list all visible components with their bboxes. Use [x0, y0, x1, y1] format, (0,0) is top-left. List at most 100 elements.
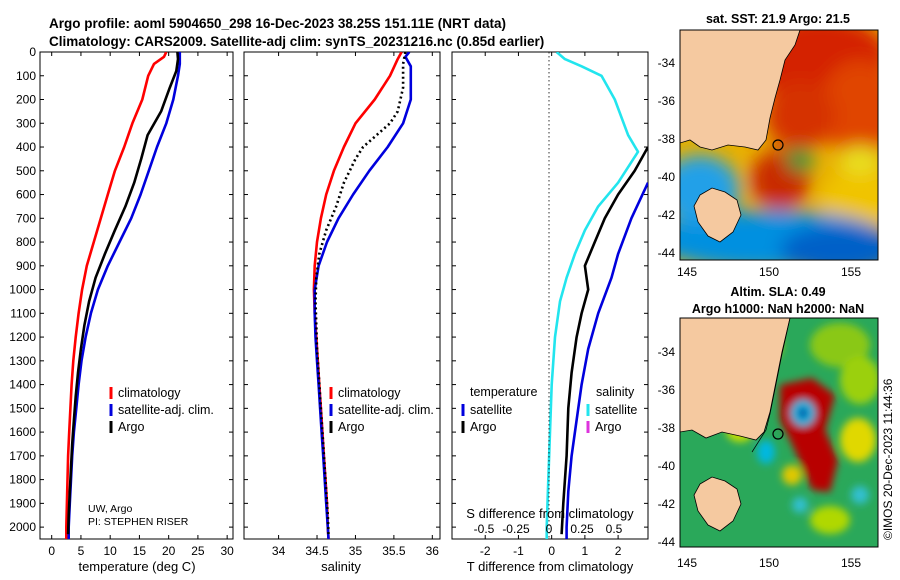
map1-y-tick: -34	[658, 56, 676, 70]
x-axis-label-difference: T difference from climatology	[467, 559, 634, 574]
secondary-tick: -0.25	[502, 522, 530, 536]
figure-title-line2: Climatology: CARS2009. Satellite-adj cli…	[49, 34, 544, 49]
map1-x-tick: 145	[677, 265, 697, 279]
y-tick-label: 800	[16, 235, 36, 249]
x-tick-label: 5	[78, 544, 85, 558]
x-tick-label: 34	[272, 544, 286, 558]
x-tick-label: 0	[548, 544, 555, 558]
y-tick-label: 0	[29, 45, 36, 59]
series-line-t-satellite	[565, 182, 648, 539]
map2-y-tick: -34	[658, 345, 676, 359]
map1-y-tick: -36	[658, 94, 676, 108]
map1-x-ticks: 145 150 155	[677, 265, 861, 279]
series-line-argo	[314, 52, 407, 535]
x-tick-label: 0	[48, 544, 55, 558]
y-tick-label: 900	[16, 259, 36, 273]
x-tick-label: 2	[615, 544, 622, 558]
y-tick-label: 1800	[9, 473, 36, 487]
map2-y-tick: -36	[658, 383, 676, 397]
x-tick-label: 25	[191, 544, 205, 558]
panel-difference-frame	[451, 51, 649, 540]
y-tick-label: 1500	[9, 401, 36, 415]
legend-difference: temperature satellite Argo salinity sate…	[461, 385, 637, 434]
series-line-s-satellite	[545, 52, 640, 539]
x-tick-label: 30	[220, 544, 234, 558]
map1-x-tick: 155	[841, 265, 861, 279]
y-tick-label: 1300	[9, 354, 36, 368]
y-tick-label: 200	[16, 93, 36, 107]
series-line-t-argo	[560, 146, 648, 535]
map1-y-tick: -42	[658, 208, 676, 222]
x-tick-label: 1	[582, 544, 589, 558]
legend-salinity: climatology satellite-adj. clim. Argo	[329, 386, 434, 434]
map1-y-tick: -38	[658, 132, 676, 146]
y-tick-label: 1100	[10, 306, 36, 320]
y-tick-label: 700	[16, 211, 36, 225]
x-axis-label-temperature: temperature (deg C)	[78, 559, 195, 574]
x-tick-label: 10	[104, 544, 118, 558]
series-layer	[65, 52, 648, 539]
map1-y-tick: -44	[658, 246, 676, 260]
map2-sla-field	[680, 318, 878, 547]
legend-label-s-satellite: satellite	[595, 403, 637, 417]
legend-label-climatology: climatology	[118, 386, 181, 400]
y-tick-label: 1600	[9, 425, 36, 439]
legend-label-s-argo: Argo	[595, 420, 621, 434]
secondary-tick: 0	[546, 522, 553, 536]
map1-x-tick: 150	[759, 265, 779, 279]
x-tick-label: 35	[349, 544, 363, 558]
timestamp: ©IMOS 20-Dec-2023 11:44:36	[881, 378, 895, 540]
panel-temperature-frame	[39, 51, 234, 540]
x-tick-label: -2	[480, 544, 491, 558]
map2-x-tick: 145	[677, 556, 697, 570]
series-line-satellite-adj-clim-	[67, 52, 182, 539]
series-line-climatology	[65, 52, 168, 539]
legend-label-satellite: satellite-adj. clim.	[338, 403, 434, 417]
secondary-tick: 0.5	[606, 522, 623, 536]
map2-frame	[679, 317, 879, 548]
x-tick-label: 15	[133, 544, 147, 558]
map2-x-ticks: 145 150 155	[677, 556, 861, 570]
axes-layer: 0 5 10 15 20 25 300100200300400500600700800900…	[9, 45, 648, 558]
map2-y-tick: -38	[658, 421, 676, 435]
secondary-tick: -0.5	[474, 522, 495, 536]
y-tick-label: 1700	[9, 449, 36, 463]
legend-label-t-satellite: satellite	[470, 403, 512, 417]
y-tick-label: 1900	[9, 496, 36, 510]
map2-title-line1: Altim. SLA: 0.49	[730, 285, 825, 299]
figure-title-line1: Argo profile: aoml 5904650_298 16-Dec-20…	[49, 16, 506, 31]
secondary-tick: 0.25	[570, 522, 594, 536]
map2-y-tick: -44	[658, 535, 676, 549]
y-tick-label: 1200	[9, 330, 36, 344]
panel-salinity-frame	[243, 51, 441, 540]
y-tick-label: 100	[16, 69, 36, 83]
legend-label-t-argo: Argo	[470, 420, 496, 434]
map1-frame	[679, 29, 879, 261]
x-tick-label: 34.5	[305, 544, 329, 558]
y-tick-label: 400	[16, 140, 36, 154]
y-tick-label: 300	[16, 116, 36, 130]
y-tick-label: 500	[16, 164, 36, 178]
map2-y-ticks: -34 -36 -38 -40 -42 -44	[658, 345, 676, 549]
map2-x-tick: 155	[841, 556, 861, 570]
legend-label-climatology: climatology	[338, 386, 401, 400]
y-tick-label: 1400	[9, 378, 36, 392]
x-tick-label: 36	[426, 544, 440, 558]
y-tick-label: 600	[16, 188, 36, 202]
legend-label-argo: Argo	[118, 420, 144, 434]
map1-y-ticks: -34 -36 -38 -40 -42 -44	[658, 56, 676, 260]
map2-y-tick: -40	[658, 459, 676, 473]
legend-title-temperature: temperature	[470, 385, 537, 399]
legend-label-satellite: satellite-adj. clim.	[118, 403, 214, 417]
map1-sst-field	[680, 30, 878, 260]
map1-title: sat. SST: 21.9 Argo: 21.5	[706, 12, 850, 26]
x-axis-label-salinity: salinity	[321, 559, 361, 574]
series-line-argo	[66, 52, 180, 535]
y-tick-label: 2000	[9, 520, 36, 534]
legend-temperature: climatology satellite-adj. clim. Argo	[109, 386, 214, 434]
series-line-satellite-adj-clim-	[313, 52, 413, 539]
map2-y-tick: -42	[658, 497, 676, 511]
secondary-axis-label: S difference from climatology	[466, 506, 634, 521]
map1-y-tick: -40	[658, 170, 676, 184]
